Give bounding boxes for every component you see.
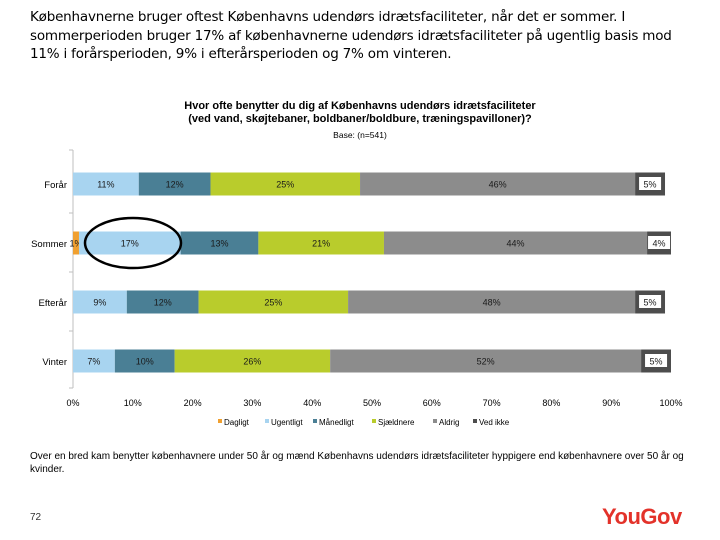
data-label: 25% bbox=[276, 180, 294, 190]
data-label-background bbox=[645, 354, 668, 367]
x-tick-label: 60% bbox=[423, 398, 441, 408]
bar-segment bbox=[126, 290, 199, 314]
data-label: 1% bbox=[69, 239, 82, 249]
x-tick-label: 50% bbox=[363, 398, 381, 408]
legend-swatch bbox=[265, 419, 269, 423]
bar-segment bbox=[73, 172, 139, 196]
category-label: Efterår bbox=[38, 298, 67, 309]
bar-segment bbox=[198, 290, 349, 314]
data-label: 46% bbox=[489, 180, 507, 190]
bar-segment bbox=[360, 172, 636, 196]
data-label: 12% bbox=[154, 298, 172, 308]
legend-label: Månedligt bbox=[319, 418, 354, 427]
bar-segment bbox=[210, 172, 361, 196]
bar-segment bbox=[78, 231, 181, 255]
data-label: 5% bbox=[644, 298, 657, 308]
intro-text: Københavnerne bruger oftest Københavns u… bbox=[30, 9, 672, 62]
category-label: Sommer bbox=[31, 239, 67, 250]
bar-segment bbox=[383, 231, 648, 255]
x-tick-label: 30% bbox=[243, 398, 261, 408]
bar-segment bbox=[258, 231, 384, 255]
legend-swatch bbox=[473, 419, 477, 423]
data-label-background bbox=[648, 236, 671, 249]
legend-label: Ugentligt bbox=[271, 418, 303, 427]
yougov-logo: YouGov bbox=[602, 504, 682, 529]
x-tick-label: 10% bbox=[124, 398, 142, 408]
data-label: 5% bbox=[650, 357, 663, 367]
x-tick-label: 0% bbox=[66, 398, 79, 408]
data-label: 13% bbox=[211, 239, 229, 249]
data-label: 9% bbox=[93, 298, 106, 308]
x-tick-label: 40% bbox=[303, 398, 321, 408]
chart-subtitle: Base: (n=541) bbox=[333, 130, 387, 140]
legend-swatch bbox=[218, 419, 222, 423]
legend-swatch bbox=[433, 419, 437, 423]
bar-segment bbox=[73, 231, 79, 255]
data-label: 12% bbox=[166, 180, 184, 190]
data-label: 5% bbox=[644, 180, 657, 190]
bar-segment bbox=[330, 349, 642, 373]
category-label: Forår bbox=[44, 180, 67, 191]
x-tick-label: 80% bbox=[542, 398, 560, 408]
bottom-note: Over en bred kam benytter københavnere u… bbox=[30, 451, 684, 475]
data-label: 21% bbox=[312, 239, 330, 249]
data-label: 7% bbox=[87, 357, 100, 367]
bar-segment bbox=[174, 349, 331, 373]
data-label: 4% bbox=[653, 239, 666, 249]
data-label: 10% bbox=[136, 357, 154, 367]
bar-segment bbox=[138, 172, 211, 196]
legend-swatch bbox=[372, 419, 376, 423]
data-label: 17% bbox=[121, 239, 139, 249]
data-label: 52% bbox=[477, 357, 495, 367]
data-label: 11% bbox=[97, 180, 114, 190]
chart-title-line1: Hvor ofte benytter du dig af Københavns … bbox=[184, 100, 536, 112]
bar-segment bbox=[114, 349, 175, 373]
x-tick-label: 100% bbox=[659, 398, 682, 408]
x-tick-label: 90% bbox=[602, 398, 620, 408]
bar-segment bbox=[348, 290, 636, 314]
bar-segment bbox=[180, 231, 259, 255]
page-number: 72 bbox=[30, 512, 42, 523]
data-label: 48% bbox=[483, 298, 501, 308]
highlight-ellipse bbox=[83, 216, 183, 270]
x-tick-label: 20% bbox=[184, 398, 202, 408]
legend-label: Aldrig bbox=[439, 418, 459, 427]
data-label: 25% bbox=[264, 298, 282, 308]
x-tick-label: 70% bbox=[483, 398, 501, 408]
data-label-background bbox=[639, 177, 662, 190]
data-label: 44% bbox=[507, 239, 525, 249]
chart-title-line2: (ved vand, skøjtebaner, boldbaner/boldbu… bbox=[188, 113, 532, 125]
category-label: Vinter bbox=[42, 357, 67, 368]
bar-segment bbox=[73, 349, 115, 373]
legend-label: Ved ikke bbox=[479, 418, 510, 427]
bar-segment bbox=[73, 290, 127, 314]
legend-label: Sjældnere bbox=[378, 418, 415, 427]
legend-swatch bbox=[313, 419, 317, 423]
data-label: 26% bbox=[243, 357, 261, 367]
data-label-background bbox=[639, 295, 662, 308]
legend-label: Dagligt bbox=[224, 418, 250, 427]
